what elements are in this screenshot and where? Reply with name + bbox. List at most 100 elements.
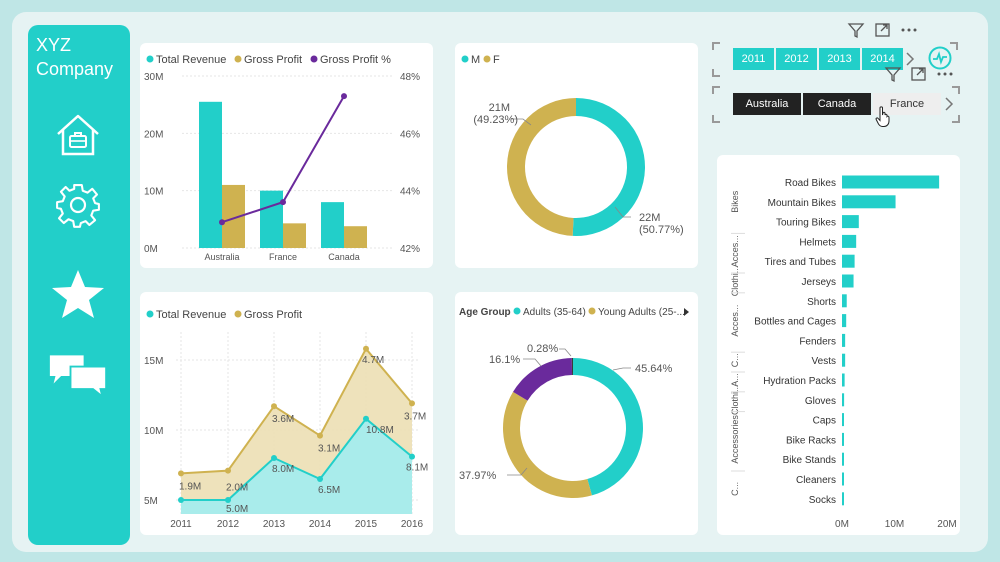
point-total-revenue[interactable] <box>225 467 231 474</box>
point-gross-profit[interactable] <box>409 453 415 460</box>
bar-gross-profit[interactable] <box>283 223 306 248</box>
bar-gross-profit[interactable] <box>344 226 367 248</box>
point-gross-profit[interactable] <box>317 476 323 482</box>
bar-product[interactable] <box>842 413 844 427</box>
y-tick-label: 10M <box>144 426 163 437</box>
data-label-total-revenue: 3.7M <box>404 411 426 422</box>
focus-mode-icon[interactable] <box>908 64 930 84</box>
year-tile-2013[interactable]: 2013 <box>819 48 860 70</box>
bar-total-revenue[interactable] <box>321 202 344 248</box>
point-total-revenue[interactable] <box>178 470 184 477</box>
revenue-trend-chart[interactable]: Total Revenue Gross Profit 5M 10M 15M 2011 2… <box>140 292 433 535</box>
y-tick-label: 10M <box>144 187 163 198</box>
chevron-right-icon[interactable] <box>904 49 916 69</box>
gender-donut-chart[interactable]: M F 21M (49.23%) 22M (50.77%) <box>455 43 698 268</box>
label-f-pct: (49.23%) <box>473 114 518 126</box>
point-total-revenue[interactable] <box>317 432 323 439</box>
bar-gross-profit[interactable] <box>222 184 245 248</box>
point-total-revenue[interactable] <box>409 400 415 407</box>
bar-total-revenue[interactable] <box>199 101 222 248</box>
bar-product[interactable] <box>842 274 854 288</box>
bar-total-revenue[interactable] <box>260 190 283 248</box>
point-gross-profit[interactable] <box>178 497 184 503</box>
slice-youth[interactable] <box>513 358 573 401</box>
filter-icon[interactable] <box>845 20 867 40</box>
home-icon[interactable] <box>48 110 108 160</box>
point-gross-profit-pct[interactable] <box>341 93 347 100</box>
point-gross-profit-pct[interactable] <box>219 219 225 226</box>
point-gross-profit[interactable] <box>363 415 369 422</box>
point-total-revenue[interactable] <box>271 403 277 410</box>
data-label-gross-profit: 5.0M <box>226 504 248 515</box>
year-tile-2011[interactable]: 2011 <box>733 48 774 70</box>
bar-product[interactable] <box>842 234 857 248</box>
bar-product[interactable] <box>842 432 844 446</box>
brand-line-1: XYZ <box>36 35 72 55</box>
revenue-by-country-chart[interactable]: Total Revenue Gross Profit Gross Profit … <box>140 43 433 268</box>
point-gross-profit[interactable] <box>225 497 231 503</box>
age-group-donut-chart[interactable]: Age Group Adults (35-64) Young Adults (2… <box>455 292 698 535</box>
pulse-icon[interactable] <box>928 46 952 70</box>
slice-young-adults[interactable] <box>503 391 592 498</box>
legend-dot-total-revenue <box>146 55 154 63</box>
point-gross-profit-pct[interactable] <box>280 199 286 206</box>
category-label: Vests <box>812 356 836 367</box>
category-label: Bottles and Cages <box>754 317 836 328</box>
callout-line-adults <box>612 367 631 371</box>
filter-icon[interactable] <box>882 64 904 84</box>
slicer-corner <box>712 86 720 94</box>
group-label: Accessories <box>730 415 740 464</box>
legend-dot-gross-profit-pct <box>310 55 318 63</box>
bar-product[interactable] <box>842 175 940 189</box>
year-tile-2014[interactable]: 2014 <box>862 48 903 70</box>
legend-dot-total-revenue <box>146 310 154 318</box>
focus-mode-icon[interactable] <box>872 20 894 40</box>
bar-product[interactable] <box>842 215 859 229</box>
bar-product[interactable] <box>842 452 844 466</box>
bar-product[interactable] <box>842 373 845 387</box>
product-revenue-chart[interactable]: BikesAcces...Clothi...Acces...C...A...Cl… <box>717 155 960 535</box>
legend-dot-f <box>483 55 491 63</box>
x-tick-label: 2015 <box>355 519 378 530</box>
slice-m[interactable] <box>572 98 646 236</box>
x-tick-label: 20M <box>937 519 956 530</box>
more-options-icon[interactable] <box>934 64 956 84</box>
x-tick-label: France <box>269 252 297 262</box>
slice-f[interactable] <box>507 98 576 236</box>
bar-product[interactable] <box>842 492 844 506</box>
bar-product[interactable] <box>842 393 845 407</box>
data-label-total-revenue: 2.0M <box>226 483 248 494</box>
group-label: Bikes <box>730 190 740 213</box>
country-tile-canada[interactable]: Canada <box>803 93 871 115</box>
bar-product[interactable] <box>842 314 847 328</box>
bar-product[interactable] <box>842 294 847 308</box>
data-label-total-revenue: 3.1M <box>318 444 340 455</box>
chat-icon[interactable] <box>48 350 108 400</box>
more-options-icon[interactable] <box>898 20 920 40</box>
bar-product[interactable] <box>842 472 844 486</box>
y-tick-label: 20M <box>144 129 163 140</box>
bar-product[interactable] <box>842 195 896 209</box>
bar-product[interactable] <box>842 353 846 367</box>
brand-line-2: Company <box>36 59 114 79</box>
chevron-right-icon[interactable] <box>943 94 955 114</box>
bar-product[interactable] <box>842 254 855 268</box>
slice-adults[interactable] <box>573 358 643 496</box>
product-revenue-card: Bikes Acces... Clothi... Acces... C... A... Cl… <box>717 155 960 535</box>
country-tile-australia[interactable]: Australia <box>733 93 801 115</box>
data-label-gross-profit: 10.8M <box>366 425 394 436</box>
bar-product[interactable] <box>842 333 846 347</box>
star-icon[interactable] <box>48 270 108 320</box>
point-total-revenue[interactable] <box>363 345 369 352</box>
legend-next-arrow[interactable] <box>684 308 689 316</box>
data-label-total-revenue: 4.7M <box>362 355 384 366</box>
slice-seniors[interactable] <box>571 358 573 376</box>
x-tick-label: 2014 <box>309 519 332 530</box>
year-tile-2012[interactable]: 2012 <box>776 48 817 70</box>
label-m-pct: (50.77%) <box>639 224 684 236</box>
data-label-gross-profit: 6.5M <box>318 485 340 496</box>
country-tile-france[interactable]: France <box>873 93 941 115</box>
point-gross-profit[interactable] <box>271 455 277 461</box>
legend-dot-m <box>461 55 469 63</box>
gear-icon[interactable] <box>48 180 108 230</box>
